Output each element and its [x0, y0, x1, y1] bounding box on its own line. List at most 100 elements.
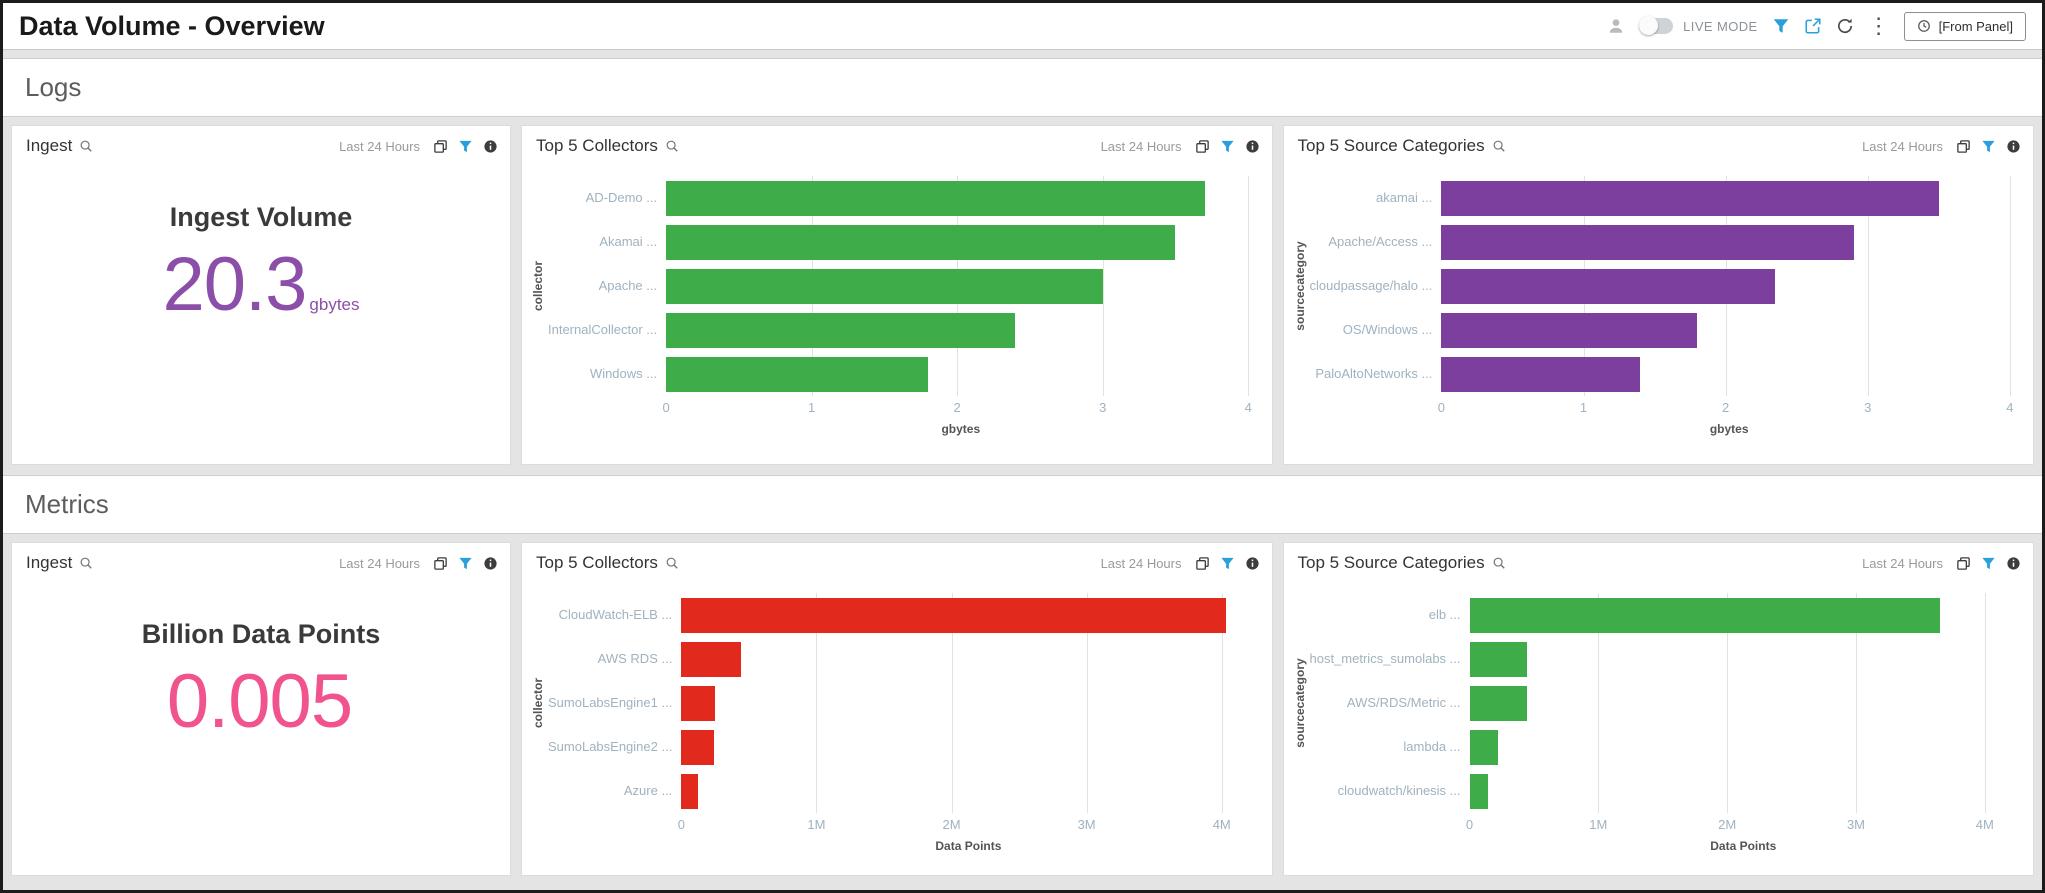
panel-body: Ingest Volume 20.3 gbytes	[12, 158, 510, 328]
filter-icon[interactable]	[1981, 139, 1996, 154]
category-label: AWS RDS ...	[597, 651, 673, 666]
info-icon[interactable]	[483, 556, 498, 571]
panel-title: Ingest	[26, 136, 73, 155]
section-header-logs: Logs	[3, 58, 2042, 117]
x-axis-title: Data Points	[935, 839, 1002, 853]
bar[interactable]	[666, 312, 1016, 348]
bar[interactable]	[681, 641, 741, 677]
filter-icon[interactable]	[1220, 139, 1235, 154]
copy-icon[interactable]	[1956, 139, 1971, 154]
gridline	[1086, 593, 1088, 813]
copy-icon[interactable]	[1956, 556, 1971, 571]
stat-title: Ingest Volume	[169, 202, 353, 232]
gridline	[1102, 176, 1104, 396]
panel-time-range[interactable]: Last 24 Hours	[1862, 138, 1943, 154]
panel-title: Top 5 Source Categories	[1297, 553, 1485, 572]
info-icon[interactable]	[1245, 556, 1260, 571]
x-tick-label: 4M	[1975, 817, 1994, 832]
bar-row	[1469, 593, 2017, 637]
panel-time-range[interactable]: Last 24 Hours	[339, 138, 420, 154]
category-label: AWS/RDS/Metric ...	[1346, 695, 1461, 710]
time-range-selector[interactable]: [From Panel]	[1903, 11, 2026, 41]
live-mode-label: LIVE MODE	[1683, 18, 1758, 34]
zoom-icon[interactable]	[79, 556, 93, 570]
gridline	[1221, 593, 1223, 813]
gridline	[2009, 176, 2011, 396]
bar[interactable]	[1441, 312, 1698, 348]
bar[interactable]	[1469, 729, 1498, 765]
x-tick-label: 3	[1864, 400, 1872, 415]
info-icon[interactable]	[1245, 139, 1260, 154]
user-icon	[1607, 17, 1625, 35]
filter-icon[interactable]	[458, 556, 473, 571]
panel-title: Ingest	[26, 553, 73, 572]
zoom-icon[interactable]	[665, 139, 679, 153]
bar[interactable]	[681, 729, 714, 765]
bar[interactable]	[1441, 180, 1939, 216]
bar[interactable]	[1441, 356, 1641, 392]
copy-icon[interactable]	[1195, 139, 1210, 154]
bar[interactable]	[1469, 773, 1488, 809]
copy-icon[interactable]	[1195, 556, 1210, 571]
bar[interactable]	[1441, 268, 1776, 304]
more-menu-icon[interactable]: ⋮	[1867, 13, 1890, 38]
zoom-icon[interactable]	[79, 139, 93, 153]
bar-row	[681, 725, 1255, 769]
panel-time-range[interactable]: Last 24 Hours	[1100, 138, 1182, 154]
category-label: SumoLabsEngine2 ...	[548, 739, 673, 754]
refresh-icon[interactable]	[1836, 17, 1854, 35]
info-icon[interactable]	[2006, 556, 2021, 571]
zoom-icon[interactable]	[1492, 556, 1506, 570]
filter-icon[interactable]	[1772, 17, 1790, 35]
copy-icon[interactable]	[433, 556, 448, 571]
info-icon[interactable]	[483, 139, 498, 154]
gridline	[1855, 593, 1857, 813]
panel-time-range[interactable]: Last 24 Hours	[1100, 555, 1182, 571]
panel-body: sourcecategory akamai ... Apache/Access .…	[1284, 158, 2034, 436]
bar-row	[666, 352, 1255, 396]
stat-unit: gbytes	[309, 295, 360, 314]
category-label: akamai ...	[1376, 190, 1433, 205]
bar[interactable]	[681, 773, 698, 809]
panel-metrics-top5-source-categories: Top 5 Source Categories Last 24 Hours so…	[1282, 542, 2034, 876]
bar-row	[1469, 637, 2017, 681]
bar[interactable]	[681, 597, 1226, 633]
live-mode-toggle[interactable]	[1639, 16, 1674, 35]
copy-icon[interactable]	[433, 139, 448, 154]
x-tick-label: 3M	[1077, 817, 1096, 832]
panel-time-range[interactable]: Last 24 Hours	[339, 555, 420, 571]
filter-icon[interactable]	[1981, 556, 1996, 571]
panel-body: collector CloudWatch-ELB ... AWS RDS ... S…	[522, 575, 1272, 853]
panel-time-range[interactable]: Last 24 Hours	[1862, 555, 1943, 571]
bar[interactable]	[666, 180, 1205, 216]
gridline	[816, 593, 818, 813]
zoom-icon[interactable]	[665, 556, 679, 570]
bar[interactable]	[1441, 224, 1854, 260]
section-header-metrics: Metrics	[3, 475, 2042, 534]
zoom-icon[interactable]	[1492, 139, 1506, 153]
x-tick-label: 1	[1579, 400, 1588, 415]
x-axis-ticks: 0 1M 2M 3M 4M	[678, 815, 1255, 835]
bar[interactable]	[666, 356, 929, 392]
category-label: Azure ...	[623, 783, 673, 798]
bar[interactable]	[1469, 685, 1528, 721]
category-label: elb ...	[1428, 607, 1461, 622]
category-label: cloudpassage/halo ...	[1309, 278, 1433, 293]
stat-value: 20.3 gbytes	[12, 241, 510, 328]
section-label: Metrics	[25, 489, 109, 519]
x-tick-label: 0	[1437, 400, 1445, 415]
bar-row	[1441, 176, 2017, 220]
category-labels: akamai ... Apache/Access ... cloudpassage/…	[1310, 176, 1442, 396]
info-icon[interactable]	[2006, 139, 2021, 154]
filter-icon[interactable]	[1220, 556, 1235, 571]
bar[interactable]	[1469, 597, 1940, 633]
share-icon[interactable]	[1804, 17, 1822, 35]
bar[interactable]	[1469, 641, 1528, 677]
bar[interactable]	[681, 685, 716, 721]
bar[interactable]	[666, 268, 1103, 304]
stat-value: 0.005	[12, 658, 510, 745]
filter-icon[interactable]	[458, 139, 473, 154]
gridline	[1727, 593, 1729, 813]
bar[interactable]	[666, 224, 1176, 260]
